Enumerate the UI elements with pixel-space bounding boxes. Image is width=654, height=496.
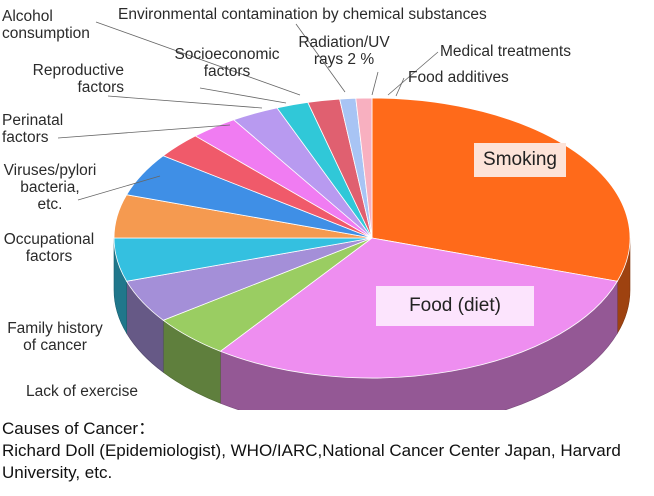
leader-line-4 [199, 87, 287, 104]
leader-line-7 [395, 77, 405, 97]
leader-line-5 [371, 71, 379, 96]
caption-title: Causes of Cancer： [2, 419, 156, 438]
leader-line-8 [57, 124, 231, 139]
label-occupational-factors: Occupational factors [3, 231, 95, 265]
label-socioeconomic-factors: Socioeconomic factors [174, 46, 280, 80]
pie-slice-smoking [371, 97, 631, 282]
label-food-additives: Food additives [408, 69, 509, 86]
caption: Causes of Cancer： Richard Doll (Epidemio… [2, 418, 654, 484]
label-food-diet: Food (diet) [376, 286, 534, 326]
label-family-history: Family history of cancer [7, 320, 103, 354]
label-radiation-uv: Radiation/UV rays 2 % [298, 34, 390, 68]
pie-chart-area: Alcohol consumption Environmental contam… [2, 6, 631, 431]
pie-slice-food-additives [355, 97, 373, 239]
label-perinatal-factors: Perinatal factors [2, 112, 64, 146]
label-alcohol-consumption: Alcohol consumption [2, 8, 90, 42]
leader-line-2 [295, 23, 346, 93]
leader-line-9 [77, 175, 161, 201]
label-environmental-contamination: Environmental contamination by chemical … [118, 6, 487, 23]
leader-line-3 [107, 95, 263, 109]
leader-line-1 [95, 21, 301, 96]
label-smoking: Smoking [474, 143, 566, 177]
label-viruses-pylori: Viruses/pylori bacteria, etc. [3, 162, 97, 213]
label-lack-of-exercise: Lack of exercise [26, 383, 138, 400]
leader-line-6 [387, 51, 439, 96]
label-reproductive-factors: Reproductive factors [32, 62, 124, 96]
caption-source: Richard Doll (Epidemiologist), WHO/IARC,… [2, 441, 621, 482]
label-medical-treatments: Medical treatments [440, 43, 571, 60]
